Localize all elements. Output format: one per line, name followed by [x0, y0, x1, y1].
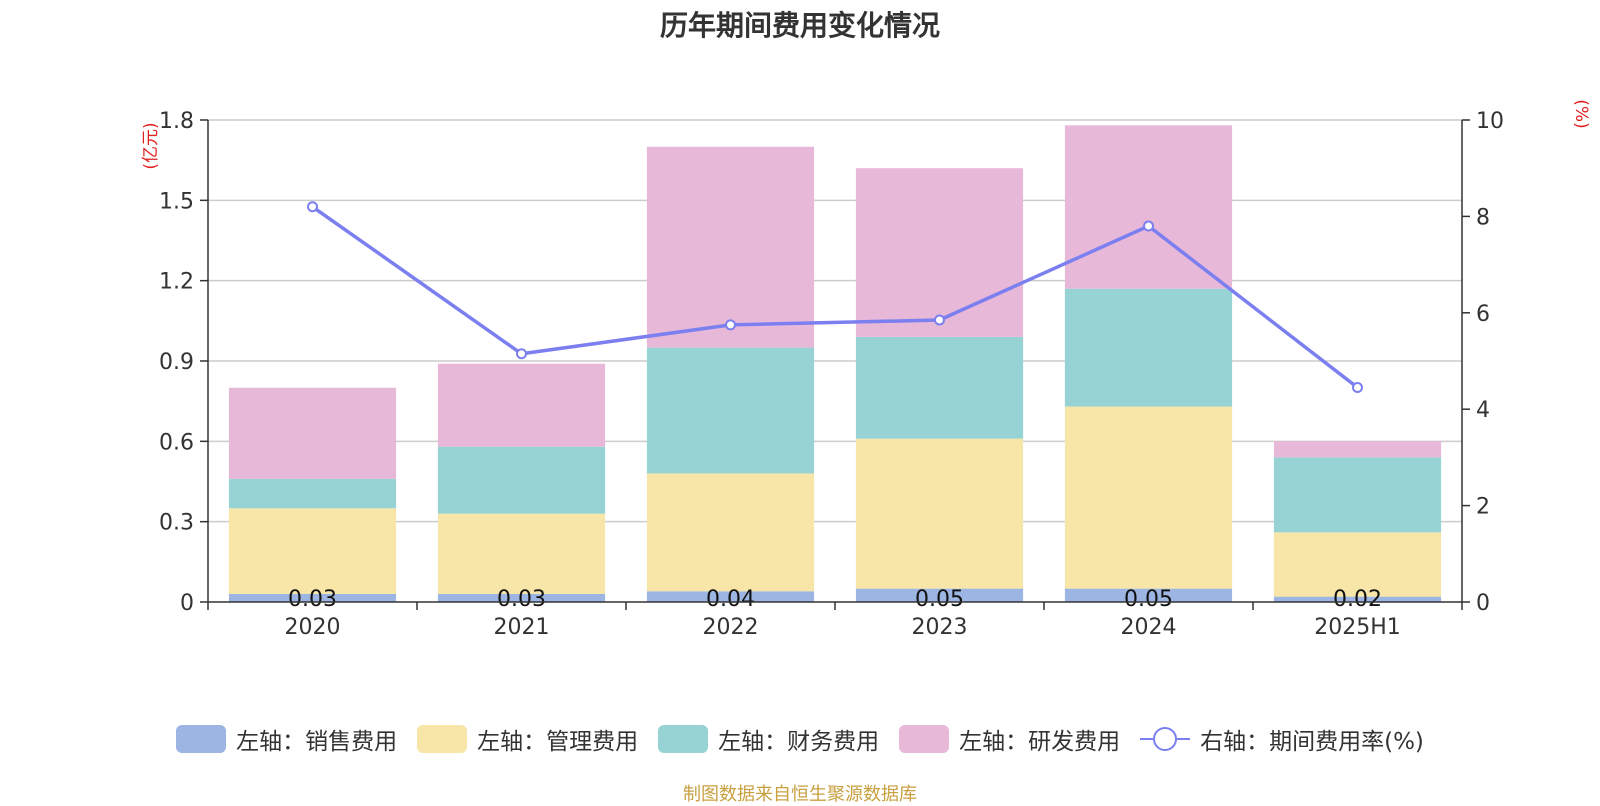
left-tick-label: 0: [180, 591, 194, 616]
bar-segment: [1064, 288, 1233, 407]
left-axis-unit: (亿元): [141, 122, 161, 169]
legend-item[interactable]: 左轴：管理费用: [417, 722, 638, 756]
left-tick-label: 0.9: [159, 350, 194, 375]
bar-segment: [1273, 532, 1442, 597]
bar-segment: [855, 168, 1024, 337]
legend-swatch: [658, 725, 709, 753]
bar-segment: [1273, 441, 1442, 458]
legend-label: 左轴：销售费用: [236, 729, 398, 755]
bar-segment: [1273, 457, 1442, 533]
source-note: 制图数据来自恒生聚源数据库: [683, 784, 917, 805]
chart-svg: 0 0.3 0.6 0.9 1.2 1.5 1.8 0 2 4 6 8 10 (亿元) (%) 2020 202…: [141, 99, 1591, 640]
bar-segment: [1064, 125, 1233, 289]
rate-point: [1143, 220, 1154, 232]
rate-line: [311, 205, 1359, 389]
legend-swatch: [417, 725, 468, 753]
legend-item[interactable]: 左轴：研发费用: [899, 722, 1120, 756]
x-tick-label: 2020: [285, 615, 341, 640]
rate-point: [516, 348, 527, 360]
chart-title: 历年期间费用变化情况: [659, 9, 940, 42]
data-label: 0.04: [706, 587, 755, 612]
legend-item[interactable]: 右轴：期间费用率(%): [1140, 722, 1424, 756]
left-tick-label: 0.3: [159, 511, 194, 536]
bar-segment: [1273, 596, 1442, 602]
data-label: 0.03: [497, 587, 546, 612]
left-tick-label: 1.8: [159, 109, 194, 134]
legend-label: 左轴：研发费用: [959, 729, 1121, 755]
legend-item[interactable]: 左轴：财务费用: [658, 722, 879, 756]
right-tick-label: 0: [1476, 591, 1490, 616]
bar-segment: [228, 478, 397, 509]
x-tick-label: 2022: [703, 615, 759, 640]
legend-label: 右轴：期间费用率(%): [1200, 729, 1424, 755]
legend-label: 左轴：管理费用: [477, 729, 639, 755]
x-tick-label: 2023: [912, 615, 968, 640]
right-tick-label: 6: [1476, 302, 1490, 327]
legend-label: 左轴：财务费用: [718, 729, 880, 755]
bar-segment: [1064, 406, 1233, 589]
bar-segment: [437, 593, 606, 602]
rate-point: [307, 201, 318, 213]
right-tick-label: 4: [1476, 398, 1490, 423]
legend-line-icon: [1140, 725, 1191, 753]
data-label: 0.02: [1333, 587, 1382, 612]
rate-point: [725, 319, 736, 331]
rate-point: [1352, 382, 1363, 394]
data-label: 0.05: [1124, 587, 1173, 612]
x-tick-label: 2025H1: [1314, 615, 1401, 640]
left-tick-label: 1.2: [159, 270, 194, 295]
bar-segment: [437, 363, 606, 447]
left-tick-label: 0.6: [159, 430, 194, 455]
right-tick-label: 10: [1476, 109, 1504, 134]
bar-segment: [646, 473, 815, 592]
x-tick-label: 2021: [494, 615, 550, 640]
legend: 左轴：销售费用 左轴：管理费用 左轴：财务费用 左轴：研发费用 右轴：期间费用率(%): [0, 722, 1600, 756]
right-tick-label: 2: [1476, 495, 1490, 520]
bar-segment: [437, 513, 606, 594]
data-label: 0.05: [915, 587, 964, 612]
left-tick-label: 1.5: [159, 189, 194, 214]
bar-segment: [855, 588, 1024, 602]
bar-segment: [646, 146, 815, 348]
legend-swatch: [176, 725, 227, 753]
right-axis-unit: (%): [1571, 99, 1591, 128]
right-tick-label: 8: [1476, 205, 1490, 230]
bar-segment: [1064, 588, 1233, 602]
data-label: 0.03: [288, 587, 337, 612]
legend-item[interactable]: 左轴：销售费用: [176, 722, 397, 756]
bar-segment: [228, 508, 397, 594]
legend-swatch: [899, 725, 950, 753]
bar-segment: [855, 336, 1024, 439]
bar-segment: [228, 593, 397, 602]
bar-segment: [855, 438, 1024, 589]
rate-point: [934, 314, 945, 326]
bar-segment: [228, 387, 397, 479]
bar-segment: [646, 591, 815, 602]
x-tick-label: 2024: [1121, 615, 1177, 640]
bar-segment: [437, 446, 606, 514]
bar-segment: [646, 347, 815, 474]
